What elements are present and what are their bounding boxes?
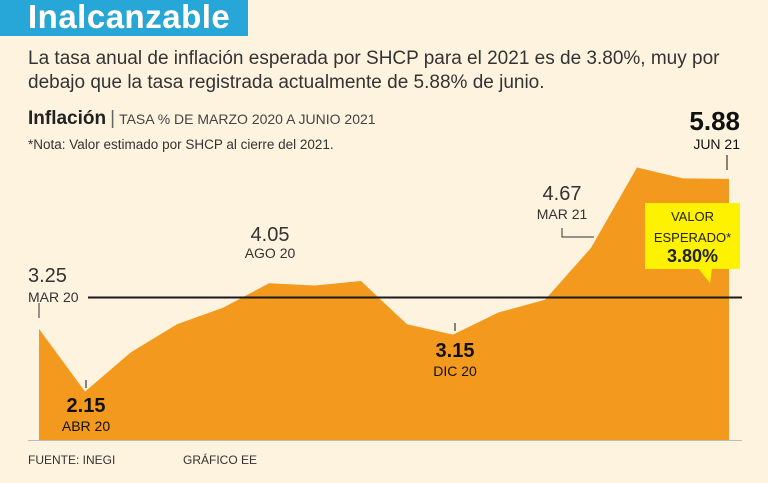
value-label-ago-20: 4.05 [251, 224, 290, 246]
date-label-dic-20: DIC 20 [433, 363, 477, 379]
value-label-mar-21: 4.67 [543, 183, 582, 205]
chart-title: Inflación | TASA % DE MARZO 2020 A JUNIO 2… [28, 108, 376, 130]
headline: Inalcanzable [28, 0, 231, 35]
date-label-jun-21: JUN 21 [693, 136, 740, 152]
date-label-abr-20: ABR 20 [62, 418, 110, 434]
date-label-mar-21: MAR 21 [537, 206, 588, 222]
callout-value: 3.80% [666, 246, 719, 266]
expected-value-callout: VALOR ESPERADO* 3.80% [645, 203, 740, 269]
chart-title-range: TASA % DE MARZO 2020 A JUNIO 2021 [119, 111, 376, 127]
chart-note: *Nota: Valor estimado por SHCP al cierre… [28, 137, 334, 152]
subtitle: La tasa anual de inflación esperada por … [28, 48, 720, 93]
footer-credit: GRÁFICO EE [183, 453, 258, 467]
date-label-mar-20: MAR 20 [28, 289, 79, 305]
value-label-jun-21: 5.88 [689, 106, 740, 136]
leader-line-mar-21 [561, 228, 594, 238]
value-label-abr-20: 2.15 [67, 395, 106, 417]
inflation-area [39, 167, 729, 440]
date-label-ago-20: AGO 20 [245, 245, 296, 261]
value-label-dic-20: 3.15 [436, 340, 475, 362]
chart-title-separator: | [110, 108, 116, 129]
chart-title-name: Inflación [28, 108, 107, 129]
value-label-mar-20: 3.25 [28, 265, 67, 287]
headline-banner [0, 0, 248, 36]
callout-line1: VALOR [670, 209, 715, 224]
footer-source: FUENTE: INEGI [28, 453, 116, 467]
callout-line2: ESPERADO* [653, 230, 732, 245]
